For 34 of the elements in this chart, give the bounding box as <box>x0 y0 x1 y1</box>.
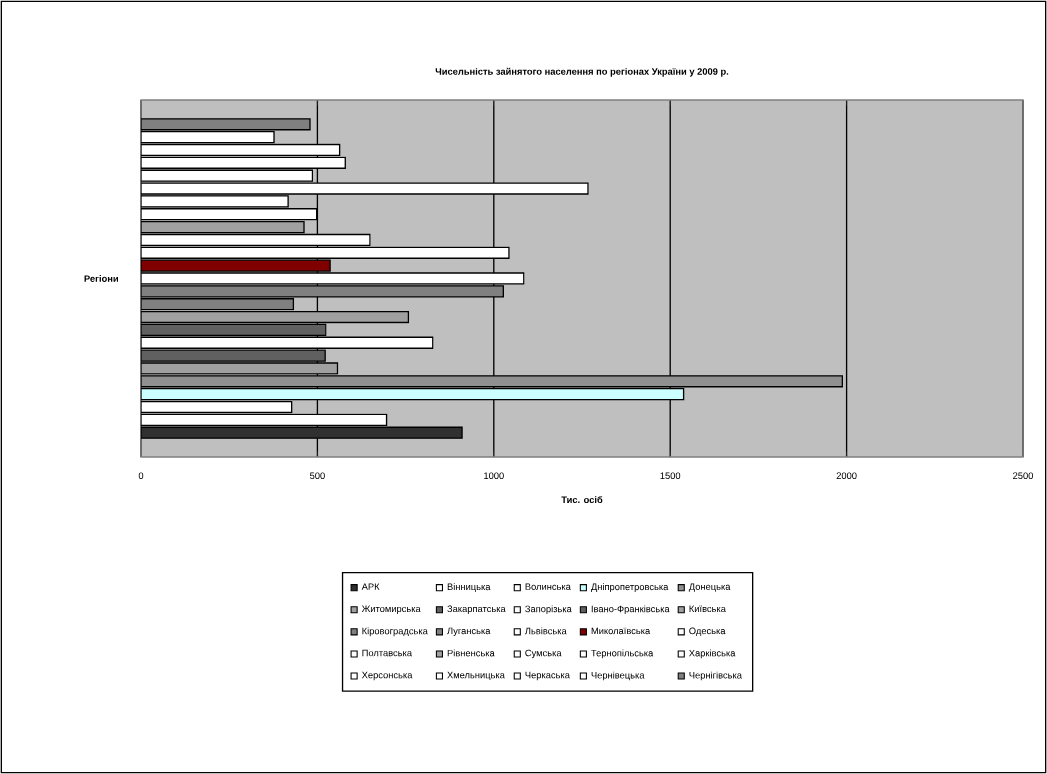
legend-label: Харківська <box>689 649 736 659</box>
legend-label: АРК <box>361 583 380 590</box>
x-tick-label: 1500 <box>660 472 681 479</box>
legend-label: Івано-Франківська <box>591 605 670 615</box>
x-tick-label: 500 <box>309 472 325 479</box>
x-tick-label: 2000 <box>836 472 857 479</box>
legend-label: Дніпропетровська <box>591 583 669 592</box>
legend-label: Волинська <box>525 583 571 590</box>
legend-label: Запорізька <box>525 605 572 615</box>
legend-label: Луганська <box>447 627 491 637</box>
chart-title: Чисельність зайнятого населення по регіонах України у 2009 р. <box>435 67 729 77</box>
legend-label: Житомирська <box>361 605 421 614</box>
legend-label: Донецька <box>688 583 731 592</box>
legend-label: Полтавська <box>362 649 413 657</box>
x-tick-label: 1000 <box>484 472 504 479</box>
legend-label: Львівська <box>524 627 567 635</box>
legend-label: Кіровоградська <box>362 627 428 637</box>
legend-label: Закарпатська <box>447 605 506 614</box>
legend-label: Одеська <box>689 627 726 636</box>
legend-label: Черкаська <box>525 671 570 681</box>
x-axis-title: Тис. осіб <box>561 496 603 504</box>
legend-label: Вінницька <box>447 583 491 592</box>
y-axis-title: Регіони <box>84 275 119 282</box>
legend-label: Сумська <box>525 649 562 659</box>
x-tick-label: 2500 <box>1013 472 1034 479</box>
legend-label: Чернівецька <box>591 671 645 681</box>
legend-label: Миколаївська <box>591 627 651 635</box>
legend-label: Тернопільська <box>591 649 654 659</box>
legend-label: Рівненська <box>447 649 495 657</box>
legend-label: Київська <box>689 605 726 613</box>
legend-label: Чернігівська <box>689 671 742 681</box>
legend-label: Херсонська <box>361 671 413 681</box>
x-tick-label: 0 <box>138 472 144 479</box>
legend-label: Хмельницька <box>447 671 505 681</box>
